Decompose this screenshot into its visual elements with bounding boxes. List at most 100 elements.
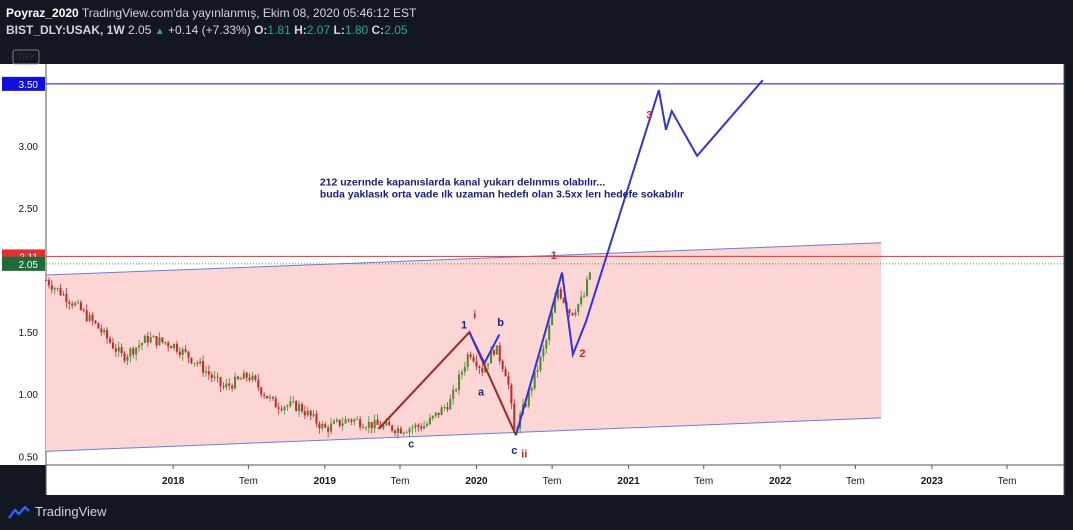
candle-body xyxy=(396,428,399,434)
candle-body xyxy=(76,302,80,304)
candle-body xyxy=(457,374,461,390)
y-tick-label: 1.00 xyxy=(19,390,39,401)
candle-body xyxy=(315,413,318,424)
price-change: +0.14 (+7.33%) xyxy=(167,23,251,37)
x-tick-label: 2022 xyxy=(769,476,792,487)
candle-body xyxy=(545,340,548,349)
currency-badge xyxy=(12,49,40,65)
candle-body xyxy=(140,342,144,346)
candle-body xyxy=(533,371,536,389)
wave-label: c xyxy=(511,445,517,457)
candle-body xyxy=(350,419,353,422)
candle-body xyxy=(236,376,239,379)
candle-body xyxy=(170,346,173,349)
candle-body xyxy=(292,401,295,402)
candle-body xyxy=(184,349,187,352)
candle-body xyxy=(577,304,580,313)
candle-body xyxy=(341,423,344,426)
candle-body xyxy=(199,361,202,364)
x-tick-label: Tem xyxy=(391,476,410,487)
open-label: O: xyxy=(254,23,268,37)
candle-body xyxy=(321,424,324,429)
wave-label: a xyxy=(478,386,485,398)
candle-body xyxy=(443,406,446,408)
candle-body xyxy=(437,412,440,416)
candle-body xyxy=(44,280,48,281)
candle-body xyxy=(588,272,591,280)
candle-body xyxy=(391,425,394,431)
candle-body xyxy=(225,383,228,388)
candle-body xyxy=(88,314,91,321)
candle-body xyxy=(298,404,301,411)
time-axis xyxy=(46,465,1064,495)
x-tick-label: 2023 xyxy=(921,476,944,487)
candle-body xyxy=(376,419,379,425)
candle-body xyxy=(507,376,510,385)
y-tick-label: 1.50 xyxy=(19,328,39,339)
candle-body xyxy=(56,287,59,289)
candle-body xyxy=(568,309,571,313)
candle-body xyxy=(204,371,207,373)
candle-body xyxy=(286,405,289,407)
candle-body xyxy=(551,312,554,326)
candle-body xyxy=(207,371,210,375)
candle-body xyxy=(47,280,50,286)
candle-body xyxy=(143,336,146,343)
candle-body xyxy=(318,423,321,429)
tradingview-icon xyxy=(8,505,30,519)
candle-body xyxy=(571,312,574,316)
candle-body xyxy=(338,419,341,426)
author-name[interactable]: Poyraz_2020 xyxy=(6,6,79,20)
candle-body xyxy=(155,336,158,346)
candle-body xyxy=(172,343,175,349)
candle-body xyxy=(466,354,469,367)
candle-body xyxy=(553,298,557,313)
candle-body xyxy=(463,366,466,373)
candle-body xyxy=(327,427,330,432)
candle-body xyxy=(82,309,85,311)
elliott-wave-path-2 xyxy=(514,79,764,436)
candle-body xyxy=(219,377,222,387)
arrow-up-icon: ▲ xyxy=(154,26,165,37)
tradingview-brand: TradingView xyxy=(35,504,107,519)
candle-body xyxy=(414,424,417,428)
candle-body xyxy=(367,421,370,428)
tradingview-logo[interactable]: TradingView xyxy=(8,504,107,519)
candle-body xyxy=(489,350,493,364)
candle-body xyxy=(408,428,411,433)
candle-body xyxy=(146,336,149,343)
candle-body xyxy=(248,377,251,380)
candle-body xyxy=(53,288,56,290)
last-price: 2.05 xyxy=(128,23,152,37)
candle-body xyxy=(449,399,452,410)
candle-body xyxy=(111,342,114,349)
candle-body xyxy=(332,421,335,424)
candle-body xyxy=(266,395,269,399)
candle-body xyxy=(239,378,242,380)
x-tick-label: Tem xyxy=(543,476,562,487)
candle-body xyxy=(216,376,219,378)
candle-body xyxy=(411,427,414,429)
candle-body xyxy=(539,356,542,371)
candle-body xyxy=(478,366,481,369)
candle-body xyxy=(402,432,405,434)
symbol-label[interactable]: BIST_DLY:USAK, 1W xyxy=(6,23,125,37)
candle-body xyxy=(138,345,141,348)
candle-body xyxy=(190,357,193,364)
x-tick-label: Tem xyxy=(239,476,258,487)
price-chart[interactable]: TRY3.002.501.501.000.503.502.112.052018T… xyxy=(0,42,1073,496)
candle-body xyxy=(268,396,271,399)
candle-body xyxy=(501,360,504,370)
ohlc-legend: BIST_DLY:USAK, 1W 2.05 ▲ +0.14 (+7.33%) … xyxy=(6,23,408,37)
candle-body xyxy=(71,303,74,306)
candle-body xyxy=(245,372,248,378)
wave-label: i xyxy=(473,310,476,322)
candle-body xyxy=(175,343,178,352)
candle-body xyxy=(65,293,68,302)
candle-body xyxy=(434,412,437,416)
candle-body xyxy=(100,328,103,333)
candle-body xyxy=(254,375,257,380)
candle-body xyxy=(492,350,495,355)
candle-body xyxy=(277,407,280,409)
candle-body xyxy=(548,325,551,341)
